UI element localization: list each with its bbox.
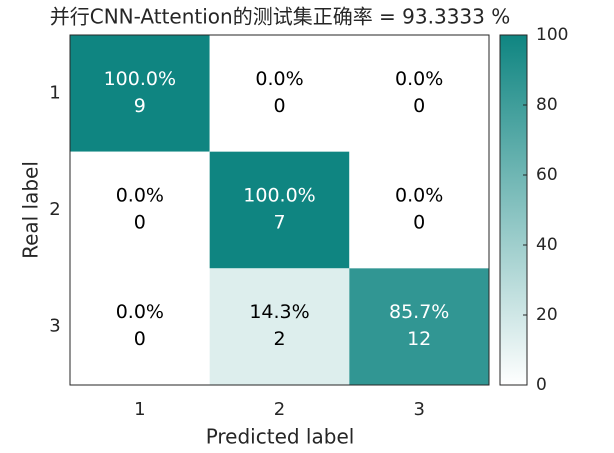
- cell-percent: 100.0%: [243, 185, 315, 207]
- cell-count: 0: [273, 95, 285, 117]
- cell-count: 9: [134, 95, 146, 117]
- cell-percent: 14.3%: [249, 301, 309, 323]
- cell: [70, 151, 210, 269]
- colorbar-tick-label: 0: [536, 375, 547, 395]
- y-tick-label: 2: [49, 199, 60, 220]
- cell-count: 7: [273, 212, 285, 234]
- cell-count: 0: [413, 95, 425, 117]
- cell-percent: 0.0%: [395, 185, 443, 207]
- cell-percent: 0.0%: [116, 185, 164, 207]
- cell-percent: 85.7%: [389, 301, 449, 323]
- cell: [349, 35, 489, 152]
- cell: [70, 268, 210, 385]
- chart-title: 并行CNN-Attention的测试集正确率 = 93.3333 %: [50, 5, 511, 29]
- cell-percent: 0.0%: [255, 68, 303, 90]
- cell-count: 0: [134, 328, 146, 350]
- cell-count: 0: [413, 212, 425, 234]
- colorbar-tick-label: 60: [536, 165, 558, 185]
- y-tick-label: 1: [49, 82, 60, 103]
- x-tick-label: 2: [274, 399, 285, 420]
- cell: [349, 151, 489, 269]
- colorbar-tick-label: 20: [536, 305, 558, 325]
- x-axis-label: Predicted label: [206, 425, 355, 449]
- cell: [209, 151, 350, 269]
- cell-count: 2: [273, 328, 285, 350]
- colorbar-tick-label: 100: [536, 25, 568, 45]
- cell-count: 12: [407, 328, 431, 350]
- plot-frame: [69, 34, 490, 386]
- colorbar: [499, 34, 528, 386]
- cell-percent: 0.0%: [116, 301, 164, 323]
- colorbar-tick-label: 40: [536, 235, 558, 255]
- x-tick-label: 1: [134, 399, 145, 420]
- cell: [209, 268, 350, 385]
- cell: [349, 268, 489, 385]
- cell-percent: 0.0%: [395, 68, 443, 90]
- cell: [209, 35, 350, 152]
- cell-percent: 100.0%: [104, 68, 176, 90]
- y-tick-label: 3: [49, 316, 60, 337]
- colorbar-tick-label: 80: [536, 95, 558, 115]
- cell-count: 0: [134, 212, 146, 234]
- cell: [70, 35, 210, 152]
- y-axis-label: Real label: [19, 161, 43, 259]
- x-tick-label: 3: [413, 399, 424, 420]
